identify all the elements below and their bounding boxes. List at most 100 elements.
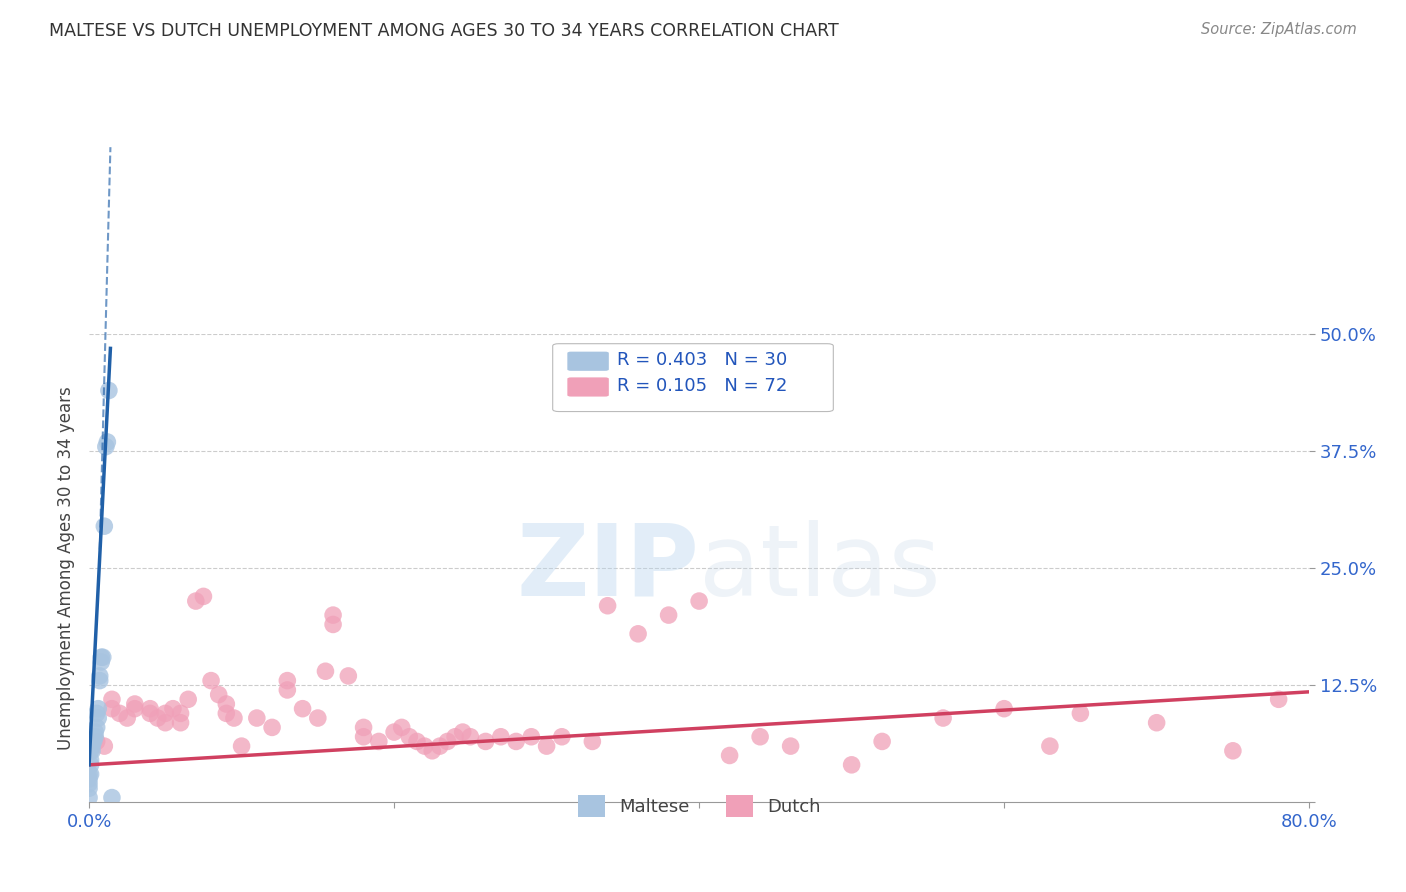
Point — [139, 701, 162, 715]
Point — [262, 720, 284, 734]
Point — [169, 715, 191, 730]
Point — [658, 608, 681, 623]
Point — [291, 701, 314, 715]
Point — [1146, 715, 1168, 730]
Point — [231, 739, 253, 753]
Point — [169, 706, 191, 721]
Point — [101, 790, 124, 805]
Point — [215, 706, 238, 721]
Point — [444, 730, 467, 744]
Point — [627, 627, 650, 641]
Point — [83, 730, 105, 744]
Point — [77, 776, 100, 790]
Point — [86, 734, 108, 748]
Point — [90, 655, 112, 669]
Point — [596, 599, 619, 613]
Point — [398, 730, 420, 744]
Point — [353, 730, 375, 744]
Point — [101, 692, 124, 706]
Point — [718, 748, 741, 763]
Point — [536, 739, 558, 753]
Point — [276, 673, 298, 688]
Point — [420, 744, 443, 758]
Point — [208, 688, 231, 702]
Point — [177, 692, 200, 706]
Point — [77, 790, 100, 805]
Point — [101, 701, 124, 715]
Text: R = 0.403   N = 30: R = 0.403 N = 30 — [617, 351, 787, 369]
Point — [193, 590, 215, 604]
Point — [139, 706, 162, 721]
FancyBboxPatch shape — [568, 377, 609, 397]
Point — [94, 440, 117, 454]
Text: Source: ZipAtlas.com: Source: ZipAtlas.com — [1201, 22, 1357, 37]
Point — [307, 711, 329, 725]
Point — [1222, 744, 1244, 758]
Point — [322, 608, 344, 623]
Point — [429, 739, 451, 753]
Point — [353, 720, 375, 734]
FancyBboxPatch shape — [568, 351, 609, 371]
Point — [520, 730, 543, 744]
Text: atlas: atlas — [699, 520, 941, 616]
Point — [89, 673, 111, 688]
Point — [505, 734, 527, 748]
Point — [276, 683, 298, 698]
Point — [87, 701, 110, 715]
Point — [413, 739, 436, 753]
Point — [86, 720, 108, 734]
Point — [82, 734, 104, 748]
Point — [89, 669, 111, 683]
Point — [382, 725, 405, 739]
Y-axis label: Unemployment Among Ages 30 to 34 years: Unemployment Among Ages 30 to 34 years — [58, 386, 75, 750]
Point — [222, 711, 245, 725]
Point — [124, 697, 146, 711]
Point — [184, 594, 207, 608]
Point — [314, 665, 336, 679]
Point — [115, 711, 138, 725]
Point — [1267, 692, 1289, 706]
Point — [82, 739, 104, 753]
Point — [79, 757, 101, 772]
Point — [146, 711, 169, 725]
Point — [460, 730, 482, 744]
FancyBboxPatch shape — [553, 343, 834, 411]
Point — [993, 701, 1015, 715]
Point — [474, 734, 496, 748]
Point — [688, 594, 710, 608]
Point — [551, 730, 574, 744]
Point — [451, 725, 474, 739]
Point — [337, 669, 360, 683]
Point — [93, 739, 115, 753]
Point — [749, 730, 772, 744]
Point — [77, 772, 100, 786]
Point — [124, 701, 146, 715]
Point — [79, 753, 101, 767]
Point — [1069, 706, 1091, 721]
Point — [97, 384, 120, 398]
Point — [91, 650, 114, 665]
Point — [367, 734, 389, 748]
Point — [779, 739, 801, 753]
Point — [322, 617, 344, 632]
Point — [162, 701, 184, 715]
Point — [932, 711, 955, 725]
Point — [93, 519, 115, 533]
Point — [108, 706, 131, 721]
Point — [215, 697, 238, 711]
Point — [96, 434, 118, 449]
Point — [155, 715, 177, 730]
Point — [155, 706, 177, 721]
Legend: Maltese, Dutch: Maltese, Dutch — [568, 786, 830, 826]
Point — [79, 767, 101, 781]
Point — [841, 757, 863, 772]
Text: ZIP: ZIP — [516, 520, 699, 616]
Point — [90, 650, 112, 665]
Point — [436, 734, 458, 748]
Point — [77, 781, 100, 796]
Point — [391, 720, 413, 734]
Point — [84, 730, 107, 744]
Point — [406, 734, 429, 748]
Point — [87, 711, 110, 725]
Point — [86, 706, 108, 721]
